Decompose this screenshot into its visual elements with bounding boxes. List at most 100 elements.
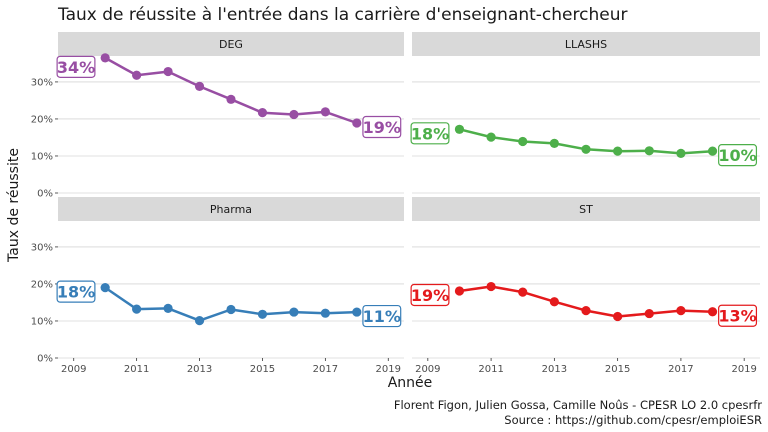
facet-strip-label: LLASHS — [565, 38, 607, 51]
data-point — [486, 281, 496, 292]
x-tick-label: 2019 — [376, 364, 401, 375]
start-value-label: 19% — [410, 283, 450, 307]
facet-panels: DEG 0% 10% 20% 30% 34% 19% LLASHS 18% 10% Pharma 0%… — [31, 32, 760, 375]
series-line-deg — [104, 56, 358, 125]
data-point — [289, 109, 299, 120]
data-point — [194, 316, 205, 326]
end-value-label: 13% — [718, 304, 758, 327]
y-tick-label: 20% — [31, 114, 53, 125]
facet-strip-pharma — [58, 197, 404, 221]
value-label-box — [410, 122, 450, 145]
caption-source: Source : https://github.com/cpesr/emploi… — [504, 413, 762, 427]
data-point — [257, 108, 268, 118]
facet-deg: DEG 0% 10% 20% 30% 34% 19% — [31, 32, 404, 200]
value-label-box — [718, 304, 758, 327]
facet-strip-label: DEG — [219, 38, 243, 51]
y-tick-label: 20% — [31, 279, 53, 290]
start-value-label: 34% — [56, 55, 96, 78]
end-value-label: 10% — [718, 144, 758, 167]
data-point — [352, 118, 362, 128]
data-point — [257, 309, 268, 319]
data-point — [226, 94, 236, 104]
data-point — [644, 308, 654, 319]
chart-title: Taux de réussite à l'entrée dans la carr… — [57, 5, 627, 25]
y-tick-label: 30% — [31, 77, 53, 88]
x-tick-label: 2013 — [542, 364, 567, 375]
series-line-pharma — [104, 286, 357, 322]
data-point — [163, 66, 173, 77]
value-label-text: 10% — [718, 146, 756, 165]
data-point — [454, 124, 465, 134]
data-point — [163, 303, 173, 313]
data-point — [226, 304, 236, 315]
end-value-label: 11% — [362, 304, 402, 328]
value-label-box — [362, 115, 402, 139]
value-label-text: 13% — [718, 307, 756, 326]
facet-strip-st — [412, 197, 760, 221]
facet-pharma: Pharma 0% 10% 20% 30% 2009 2011 2013 2015 2017 201… — [31, 197, 404, 375]
x-tick-label: 2011 — [124, 364, 149, 375]
facet-llashs: LLASHS 18% 10% — [410, 32, 760, 194]
y-tick-label: 30% — [31, 242, 53, 253]
caption-authors: Florent Figon, Julien Gossa, Camille Noû… — [394, 398, 762, 412]
data-point — [644, 146, 654, 156]
x-tick-label: 2017 — [313, 364, 338, 375]
value-label-box — [718, 144, 758, 167]
value-label-text: 18% — [57, 283, 95, 302]
data-point — [289, 307, 299, 317]
start-value-label: 18% — [410, 122, 450, 145]
data-point — [132, 304, 142, 314]
data-point — [518, 136, 528, 147]
facet-strip-deg — [58, 32, 404, 56]
facet-strip-label: Pharma — [210, 203, 252, 216]
value-label-box — [56, 280, 96, 303]
data-point — [100, 53, 110, 63]
start-value-label: 18% — [56, 280, 96, 303]
facet-strip-label: ST — [579, 203, 593, 216]
data-point — [454, 286, 465, 296]
data-point — [194, 81, 205, 91]
x-tick-label: 2015 — [250, 364, 275, 375]
y-axis-title: Taux de réussite — [6, 148, 22, 263]
data-point — [581, 306, 591, 316]
data-point — [613, 311, 623, 322]
end-value-label: 19% — [362, 115, 402, 139]
data-point — [352, 307, 362, 317]
value-label-box — [56, 55, 96, 78]
value-label-text: 11% — [363, 307, 401, 326]
data-point — [676, 306, 686, 316]
data-point — [549, 297, 559, 307]
data-point — [486, 132, 496, 142]
facet-st: ST 2009 2011 2013 2015 2017 2019 19% 13% — [410, 197, 760, 375]
x-tick-label: 2009 — [415, 364, 440, 375]
y-tick-label: 10% — [31, 316, 53, 327]
x-tick-label: 2011 — [478, 364, 503, 375]
data-point — [518, 287, 528, 297]
value-label-text: 18% — [411, 124, 449, 143]
x-tick-label: 2013 — [187, 364, 212, 375]
data-point — [581, 144, 591, 154]
value-label-text: 34% — [57, 58, 95, 77]
data-point — [100, 283, 110, 293]
value-label-box — [362, 304, 402, 328]
value-label-box — [410, 283, 450, 307]
value-label-text: 19% — [411, 286, 449, 305]
y-tick-label: 0% — [37, 354, 53, 365]
x-axis-title: Année — [388, 375, 433, 391]
data-point — [320, 308, 330, 318]
y-tick-label: 0% — [37, 189, 53, 200]
data-point — [707, 307, 718, 317]
x-tick-label: 2009 — [61, 364, 86, 375]
data-point — [707, 146, 718, 156]
data-point — [613, 146, 623, 156]
facet-strip-llashs — [412, 32, 760, 56]
x-tick-label: 2019 — [731, 364, 756, 375]
value-label-text: 19% — [363, 118, 401, 137]
data-point — [676, 148, 686, 158]
x-tick-label: 2017 — [668, 364, 693, 375]
data-point — [132, 70, 142, 80]
y-tick-label: 10% — [31, 151, 53, 162]
data-point — [549, 138, 559, 148]
data-point — [320, 107, 330, 117]
